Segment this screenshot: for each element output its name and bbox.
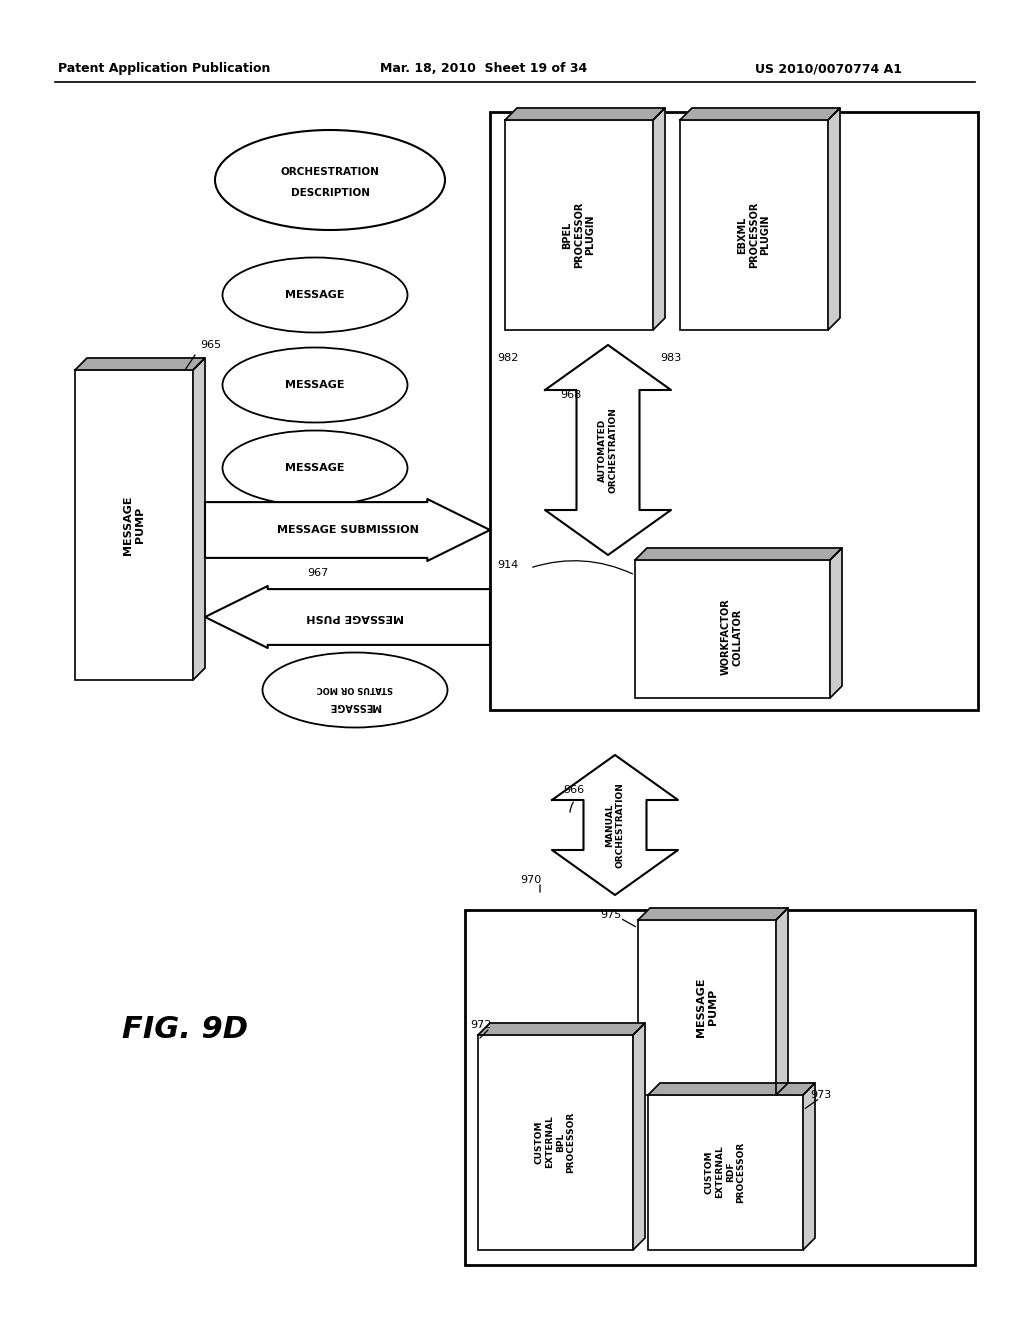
Ellipse shape — [215, 129, 445, 230]
Text: CUSTOM
EXTERNAL
BPL
PROCESSOR: CUSTOM EXTERNAL BPL PROCESSOR — [535, 1111, 575, 1172]
Ellipse shape — [222, 257, 408, 333]
Bar — [465, 909, 975, 1265]
Polygon shape — [680, 108, 840, 120]
Bar — [635, 560, 830, 698]
Polygon shape — [653, 108, 665, 330]
Text: 973: 973 — [810, 1090, 831, 1100]
Text: Patent Application Publication: Patent Application Publication — [58, 62, 270, 75]
Text: AUTOMATED
ORCHESTRATION: AUTOMATED ORCHESTRATION — [598, 407, 617, 492]
Text: 983: 983 — [660, 352, 681, 363]
Text: 970: 970 — [520, 875, 542, 884]
Text: MESSAGE: MESSAGE — [286, 463, 345, 473]
Text: 972: 972 — [470, 1020, 492, 1030]
Polygon shape — [193, 358, 205, 680]
Bar — [680, 120, 828, 330]
Bar — [638, 920, 776, 1096]
Text: MESSAGE: MESSAGE — [286, 380, 345, 389]
Polygon shape — [75, 358, 205, 370]
Text: MESSAGE
PUMP: MESSAGE PUMP — [123, 495, 144, 554]
Polygon shape — [205, 586, 490, 648]
Bar — [478, 1035, 633, 1250]
Text: CUSTOM
EXTERNAL
RDF
PROCESSOR: CUSTOM EXTERNAL RDF PROCESSOR — [705, 1142, 745, 1203]
Text: STATUS OR MOC: STATUS OR MOC — [316, 684, 393, 693]
Text: WORKFACTOR
COLLATOR: WORKFACTOR COLLATOR — [721, 599, 742, 676]
Text: DESCRIPTION: DESCRIPTION — [291, 187, 370, 198]
Bar — [490, 112, 978, 710]
Polygon shape — [478, 1023, 645, 1035]
Text: MESSAGE SUBMISSION: MESSAGE SUBMISSION — [278, 525, 419, 535]
Polygon shape — [648, 1082, 815, 1096]
Text: MESSAGE PUSH: MESSAGE PUSH — [306, 612, 403, 622]
Polygon shape — [633, 1023, 645, 1250]
Text: 968: 968 — [560, 389, 582, 400]
Text: 967: 967 — [307, 568, 329, 578]
Text: 982: 982 — [497, 352, 518, 363]
Polygon shape — [505, 108, 665, 120]
Polygon shape — [635, 548, 842, 560]
Text: FIG. 9D: FIG. 9D — [122, 1015, 248, 1044]
Text: BPEL
PROCESSOR
PLUGIN: BPEL PROCESSOR PLUGIN — [562, 202, 596, 268]
Text: 975: 975 — [600, 909, 622, 920]
Text: EBXML
PROCESSOR
PLUGIN: EBXML PROCESSOR PLUGIN — [737, 202, 771, 268]
Text: 914: 914 — [497, 560, 518, 570]
Text: 966: 966 — [563, 785, 584, 795]
Ellipse shape — [262, 652, 447, 727]
Bar — [75, 370, 193, 680]
Polygon shape — [552, 755, 678, 895]
Text: MESSAGE: MESSAGE — [329, 701, 381, 711]
Polygon shape — [638, 908, 788, 920]
Polygon shape — [803, 1082, 815, 1250]
Text: Mar. 18, 2010  Sheet 19 of 34: Mar. 18, 2010 Sheet 19 of 34 — [380, 62, 587, 75]
Text: MESSAGE: MESSAGE — [286, 290, 345, 300]
Polygon shape — [830, 548, 842, 698]
Ellipse shape — [222, 430, 408, 506]
Text: 965: 965 — [200, 341, 221, 350]
Polygon shape — [776, 908, 788, 1096]
Text: US 2010/0070774 A1: US 2010/0070774 A1 — [755, 62, 902, 75]
Polygon shape — [205, 499, 490, 561]
Text: ORCHESTRATION: ORCHESTRATION — [281, 168, 380, 177]
Text: MANUAL
ORCHESTRATION: MANUAL ORCHESTRATION — [605, 781, 625, 869]
Bar — [648, 1096, 803, 1250]
Bar — [505, 120, 653, 330]
Polygon shape — [828, 108, 840, 330]
Ellipse shape — [222, 347, 408, 422]
Polygon shape — [545, 345, 671, 554]
Text: MESSAGE
PUMP: MESSAGE PUMP — [696, 977, 718, 1036]
